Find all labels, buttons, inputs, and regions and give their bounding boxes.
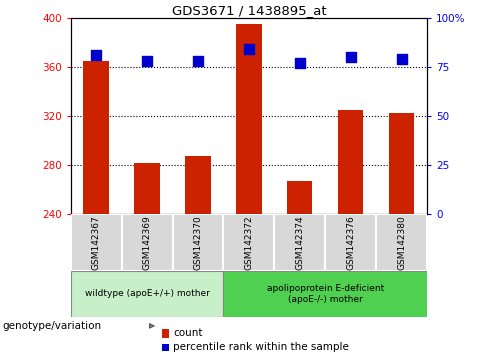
Text: GSM142374: GSM142374 xyxy=(295,215,305,270)
Bar xyxy=(236,24,262,214)
Text: GSM142376: GSM142376 xyxy=(346,215,355,270)
Point xyxy=(347,54,355,60)
Text: GSM142370: GSM142370 xyxy=(193,215,203,270)
Text: GSM142380: GSM142380 xyxy=(397,215,406,270)
Text: GSM142367: GSM142367 xyxy=(92,215,101,270)
FancyBboxPatch shape xyxy=(376,214,427,271)
Title: GDS3671 / 1438895_at: GDS3671 / 1438895_at xyxy=(172,4,326,17)
Bar xyxy=(162,329,169,338)
Text: apolipoprotein E-deficient
(apoE-/-) mother: apolipoprotein E-deficient (apoE-/-) mot… xyxy=(266,284,384,303)
Text: GSM142372: GSM142372 xyxy=(244,215,253,270)
Bar xyxy=(287,181,312,214)
Bar xyxy=(134,162,160,214)
Point xyxy=(143,58,151,64)
Bar xyxy=(83,61,109,214)
Bar xyxy=(338,110,364,214)
Text: GSM142369: GSM142369 xyxy=(142,215,152,270)
FancyBboxPatch shape xyxy=(325,214,376,271)
Point xyxy=(194,58,202,64)
Text: genotype/variation: genotype/variation xyxy=(2,321,101,331)
FancyBboxPatch shape xyxy=(122,214,173,271)
Point xyxy=(245,46,253,52)
Bar xyxy=(162,344,169,351)
Text: count: count xyxy=(173,329,203,338)
Bar xyxy=(185,156,211,214)
FancyBboxPatch shape xyxy=(71,214,122,271)
Point xyxy=(92,52,100,58)
FancyBboxPatch shape xyxy=(71,271,224,317)
Text: percentile rank within the sample: percentile rank within the sample xyxy=(173,342,349,353)
Bar xyxy=(389,114,414,214)
FancyBboxPatch shape xyxy=(274,214,325,271)
Point xyxy=(398,56,406,62)
Text: wildtype (apoE+/+) mother: wildtype (apoE+/+) mother xyxy=(84,289,209,298)
FancyBboxPatch shape xyxy=(224,271,427,317)
Point xyxy=(296,60,304,66)
FancyBboxPatch shape xyxy=(173,214,224,271)
FancyBboxPatch shape xyxy=(224,214,274,271)
